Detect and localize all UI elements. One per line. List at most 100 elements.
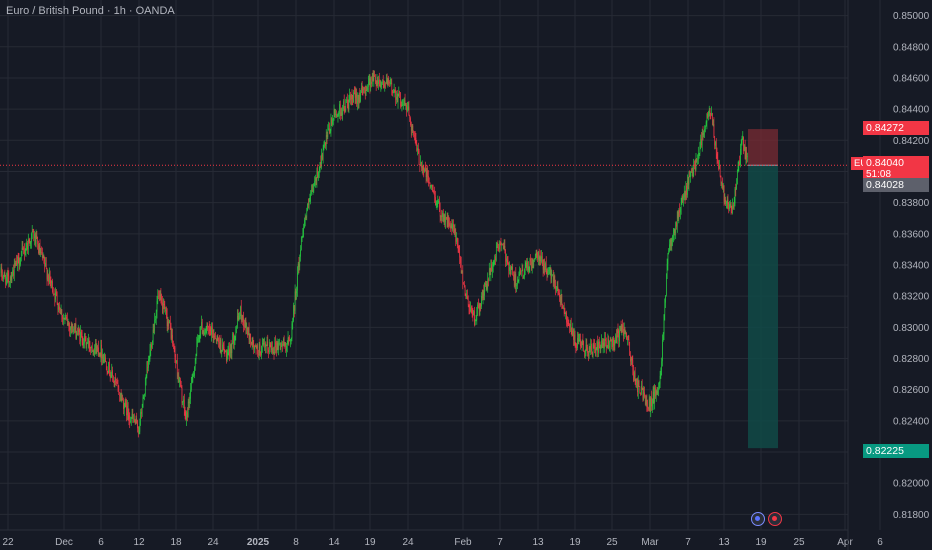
price-tick-label: 0.83400 bbox=[893, 261, 930, 272]
candle-body bbox=[554, 276, 556, 286]
event-dot-icon bbox=[772, 516, 777, 521]
candle-body bbox=[109, 361, 110, 376]
candle-body bbox=[456, 237, 457, 242]
candle-body bbox=[715, 141, 716, 146]
candle-body bbox=[603, 342, 605, 347]
candle-body bbox=[436, 203, 438, 206]
candle-body bbox=[314, 181, 315, 186]
candle-body bbox=[153, 329, 155, 331]
candle-body bbox=[158, 295, 159, 297]
candle-body bbox=[637, 378, 638, 393]
candle-body bbox=[3, 272, 5, 277]
candle-body bbox=[72, 323, 74, 332]
candle-body bbox=[665, 295, 666, 303]
candle-body bbox=[37, 238, 38, 245]
candle-body bbox=[442, 213, 443, 218]
time-tick-label: 25 bbox=[606, 537, 618, 548]
candle-body bbox=[559, 292, 560, 297]
candle-body bbox=[98, 352, 100, 356]
candle-body bbox=[581, 346, 582, 348]
candle-body bbox=[692, 171, 694, 177]
candle-body bbox=[470, 307, 471, 312]
candle-body bbox=[272, 347, 273, 353]
candle-body bbox=[270, 345, 272, 351]
candle-body bbox=[432, 184, 433, 186]
candle-body bbox=[328, 128, 329, 131]
candle-body bbox=[267, 341, 269, 350]
candle-body bbox=[523, 276, 524, 279]
candle-body bbox=[574, 334, 576, 345]
candle-body bbox=[173, 346, 175, 348]
candle-body bbox=[414, 135, 415, 136]
candle-body bbox=[581, 340, 583, 348]
candle-body bbox=[282, 344, 283, 346]
candle-body bbox=[703, 131, 705, 135]
candle-body bbox=[474, 311, 475, 326]
candle-body bbox=[343, 101, 345, 109]
candle-body bbox=[228, 348, 230, 353]
time-tick-label: 6 bbox=[98, 537, 104, 548]
candle-body bbox=[435, 205, 437, 206]
candle-body bbox=[303, 227, 304, 234]
candle-body bbox=[583, 341, 584, 352]
candle-body bbox=[235, 327, 237, 337]
candle-body bbox=[142, 397, 144, 408]
candle-body bbox=[365, 89, 367, 95]
candle-body bbox=[643, 392, 645, 401]
time-tick-label: 14 bbox=[328, 537, 340, 548]
candle-body bbox=[74, 329, 75, 330]
candle-body bbox=[22, 247, 24, 249]
economic-event-icon[interactable] bbox=[768, 512, 782, 526]
candle-body bbox=[39, 245, 41, 253]
candle-body bbox=[484, 282, 485, 296]
candle-body bbox=[256, 345, 258, 349]
candle-body bbox=[453, 223, 454, 228]
candle-body bbox=[67, 323, 69, 325]
candle-body bbox=[741, 138, 743, 144]
candle-body bbox=[471, 307, 473, 313]
candle-body bbox=[239, 316, 240, 318]
stop-loss-zone[interactable] bbox=[748, 129, 778, 166]
candle-body bbox=[733, 203, 735, 209]
candle-body bbox=[226, 355, 228, 362]
candle-body bbox=[682, 196, 684, 200]
candle-body bbox=[604, 338, 606, 347]
candle-body bbox=[27, 243, 28, 250]
candle-body bbox=[161, 300, 162, 303]
candle-body bbox=[518, 273, 520, 282]
candle-body bbox=[393, 91, 394, 94]
candle-body bbox=[249, 333, 251, 340]
candle-body bbox=[340, 104, 341, 116]
candle-body bbox=[406, 104, 407, 111]
candle-body bbox=[685, 185, 687, 198]
candle-body bbox=[676, 211, 678, 227]
candle-body bbox=[363, 87, 364, 90]
candle-body bbox=[490, 264, 492, 276]
candle-body bbox=[743, 137, 744, 151]
candle-body bbox=[574, 334, 575, 340]
candle-body bbox=[137, 428, 139, 432]
candle-body bbox=[420, 162, 421, 166]
candle-body bbox=[247, 327, 249, 336]
candle-body bbox=[389, 82, 390, 84]
candle-body bbox=[93, 350, 95, 354]
candle-body bbox=[98, 347, 99, 356]
candle-body bbox=[496, 247, 497, 261]
candle-body bbox=[652, 403, 653, 407]
candle-body bbox=[526, 262, 528, 271]
candle-body bbox=[586, 344, 588, 348]
candle-body bbox=[462, 270, 464, 284]
candle-body bbox=[641, 385, 642, 395]
candle-body bbox=[290, 339, 291, 342]
economic-event-icon[interactable] bbox=[751, 512, 765, 526]
candle-body bbox=[56, 291, 57, 296]
candle-body bbox=[31, 233, 32, 243]
candle-body bbox=[599, 346, 601, 349]
candle-body bbox=[724, 199, 726, 202]
candle-body bbox=[389, 83, 391, 84]
candle-body bbox=[549, 267, 551, 270]
take-profit-zone[interactable] bbox=[748, 165, 778, 449]
candle-body bbox=[348, 98, 350, 110]
